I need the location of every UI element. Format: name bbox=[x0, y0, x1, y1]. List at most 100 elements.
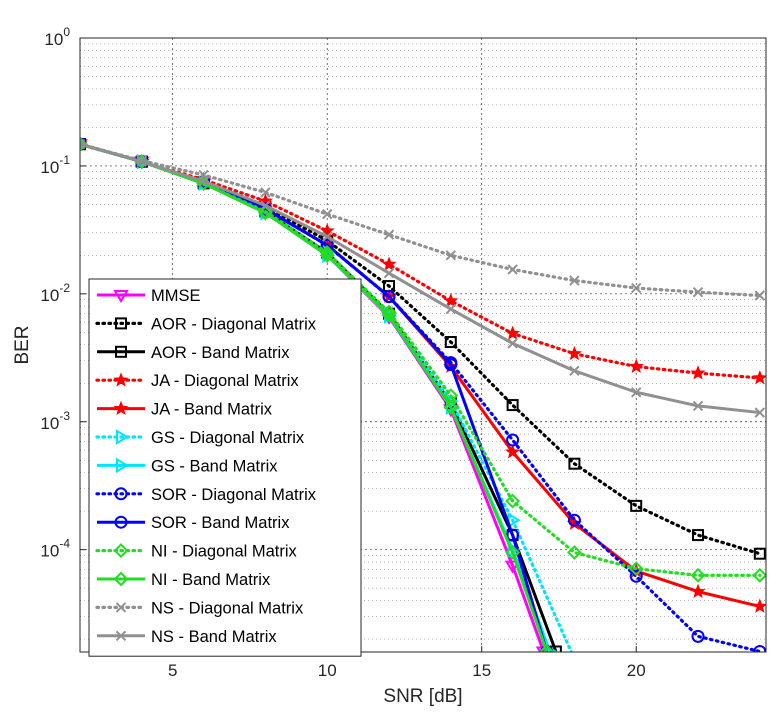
y-tick-exponent: -2 bbox=[59, 281, 70, 295]
data-point bbox=[444, 336, 457, 349]
legend-label: NI - Diagonal Matrix bbox=[151, 543, 298, 561]
legend-label: JA - Band Matrix bbox=[151, 401, 273, 419]
data-point bbox=[690, 567, 706, 583]
data-point bbox=[690, 583, 706, 598]
series-12 bbox=[80, 138, 766, 418]
data-point bbox=[569, 275, 580, 286]
legend-marker bbox=[113, 290, 129, 303]
data-point bbox=[198, 175, 209, 187]
legend-item: GS - Band Matrix bbox=[97, 457, 278, 475]
legend-label: JA - Diagonal Matrix bbox=[151, 372, 299, 390]
data-point bbox=[566, 345, 582, 361]
data-point bbox=[631, 282, 642, 294]
legend-marker bbox=[113, 372, 129, 387]
data-point bbox=[630, 499, 643, 512]
data-point bbox=[628, 561, 644, 577]
legend-marker bbox=[114, 515, 128, 529]
legend-label: AOR - Diagonal Matrix bbox=[151, 315, 317, 333]
legend-marker bbox=[113, 571, 129, 587]
legend-marker bbox=[113, 400, 129, 415]
y-tick-labels: 10 0 10 -1 10-2 10-3 10-4 bbox=[40, 25, 86, 561]
data-point bbox=[382, 290, 396, 304]
data-point bbox=[321, 231, 333, 242]
legend-label: SOR - Diagonal Matrix bbox=[151, 486, 317, 504]
legend-label: NS - Band Matrix bbox=[151, 628, 277, 646]
y-tick-base: 10 bbox=[40, 414, 59, 433]
legend-marker bbox=[116, 429, 129, 445]
legend-marker bbox=[113, 543, 129, 559]
data-point bbox=[505, 545, 521, 560]
data-point bbox=[506, 399, 519, 412]
data-point bbox=[443, 399, 459, 415]
data-point bbox=[631, 387, 642, 398]
legend-marker bbox=[115, 630, 127, 642]
data-point bbox=[505, 325, 521, 340]
legend-item: MMSE bbox=[97, 287, 201, 305]
data-point bbox=[690, 365, 706, 380]
legend-item: SOR - Band Matrix bbox=[97, 514, 290, 532]
data-point bbox=[136, 156, 148, 167]
legend-item: JA - Band Matrix bbox=[97, 401, 273, 419]
data-point bbox=[383, 229, 395, 240]
legend-marker bbox=[116, 457, 129, 474]
data-point bbox=[383, 267, 395, 279]
x-tick-label: 10 bbox=[318, 661, 337, 680]
data-point bbox=[505, 493, 521, 509]
x-tick-label: 20 bbox=[627, 661, 646, 680]
series-line bbox=[80, 142, 762, 298]
data-point bbox=[80, 138, 86, 150]
legend-box bbox=[88, 278, 362, 657]
data-point bbox=[754, 290, 766, 301]
data-point bbox=[444, 358, 458, 372]
legend-item: AOR - Diagonal Matrix bbox=[95, 315, 317, 333]
x-tick-label: 15 bbox=[472, 661, 491, 680]
legend-label: NI - Band Matrix bbox=[151, 571, 271, 589]
series-line bbox=[80, 142, 760, 415]
data-point bbox=[691, 629, 705, 643]
data-point bbox=[445, 303, 457, 315]
plot-frame bbox=[79, 37, 767, 653]
data-point bbox=[629, 569, 643, 583]
data-point bbox=[505, 444, 521, 459]
y-tick-label: 10-2 bbox=[40, 281, 70, 305]
legend-item: SOR - Diagonal Matrix bbox=[95, 486, 317, 504]
data-point bbox=[319, 247, 335, 263]
data-point bbox=[443, 293, 459, 308]
data-point bbox=[752, 370, 766, 385]
data-point bbox=[568, 457, 581, 470]
data-point bbox=[319, 223, 335, 238]
data-point bbox=[692, 400, 704, 412]
legend-label: GS - Diagonal Matrix bbox=[151, 429, 305, 447]
data-point bbox=[504, 560, 521, 574]
data-point bbox=[445, 250, 457, 261]
series-line bbox=[80, 142, 762, 380]
y-tick-label: 10-4 bbox=[40, 537, 70, 561]
data-point bbox=[507, 264, 518, 275]
x-tick-label: 5 bbox=[168, 661, 177, 680]
y-tick-exponent: -1 bbox=[59, 153, 70, 167]
data-point bbox=[80, 139, 88, 149]
legend-marker bbox=[115, 317, 127, 330]
data-point bbox=[692, 286, 704, 298]
data-point bbox=[260, 187, 271, 198]
data-point bbox=[321, 208, 333, 220]
x-axis-label: SNR [dB] bbox=[383, 686, 462, 707]
y-tick-exponent: -4 bbox=[59, 537, 70, 551]
data-point bbox=[567, 513, 581, 527]
y-tick-label: 10-3 bbox=[40, 409, 70, 433]
legend-label: SOR - Band Matrix bbox=[151, 514, 290, 532]
legend-item: AOR - Band Matrix bbox=[97, 344, 290, 362]
data-point bbox=[257, 205, 273, 221]
data-point bbox=[381, 307, 397, 323]
data-point bbox=[753, 547, 766, 560]
legend-label: GS - Band Matrix bbox=[151, 457, 278, 475]
data-point bbox=[569, 365, 580, 377]
legend-label: AOR - Band Matrix bbox=[151, 344, 290, 362]
y-tick-base: 10 bbox=[40, 542, 59, 561]
legend-label: NS - Diagonal Matrix bbox=[151, 599, 304, 617]
series-group bbox=[80, 136, 766, 652]
y-tick-exponent: 0 bbox=[63, 25, 70, 39]
x-tick-labels: 5 10 15 20 bbox=[168, 646, 646, 680]
data-point bbox=[506, 433, 520, 447]
data-point bbox=[539, 644, 555, 652]
